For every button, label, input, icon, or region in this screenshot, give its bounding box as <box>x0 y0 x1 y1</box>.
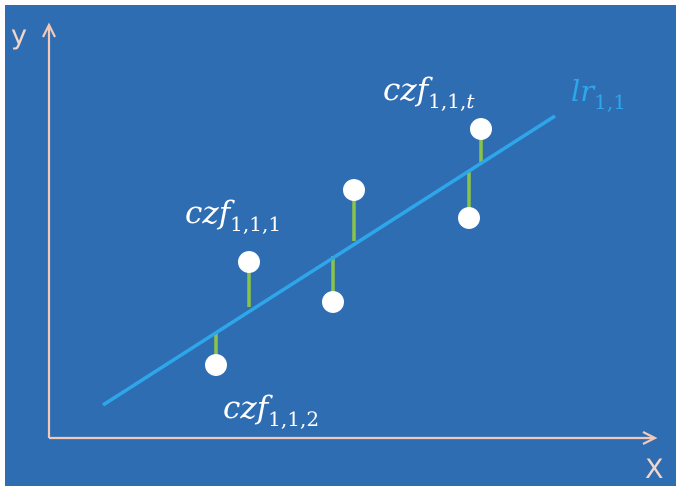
label-czf-1-1-2: czf1,1,2 <box>223 390 319 431</box>
diagram-background <box>5 5 676 486</box>
axes: y X <box>11 20 664 485</box>
x-axis-label: X <box>645 454 664 485</box>
data-point <box>205 354 227 376</box>
label-czf-1-1-t: czf1,1,t <box>383 72 475 113</box>
y-axis-label: y <box>11 20 27 51</box>
regression-diagram: y X czf1,1,1 czf1,1,2 <box>5 5 676 486</box>
data-points <box>205 118 492 376</box>
data-point <box>343 179 365 201</box>
y-axis-arrowhead <box>42 22 56 38</box>
data-point <box>458 207 480 229</box>
label-czf-1-1-1: czf1,1,1 <box>185 195 281 236</box>
data-point <box>470 118 492 140</box>
x-axis-arrowhead <box>642 431 658 445</box>
data-point <box>238 251 260 273</box>
data-point <box>322 291 344 313</box>
regression-line-label: lr1,1 <box>571 74 626 114</box>
regression-line <box>102 114 556 407</box>
